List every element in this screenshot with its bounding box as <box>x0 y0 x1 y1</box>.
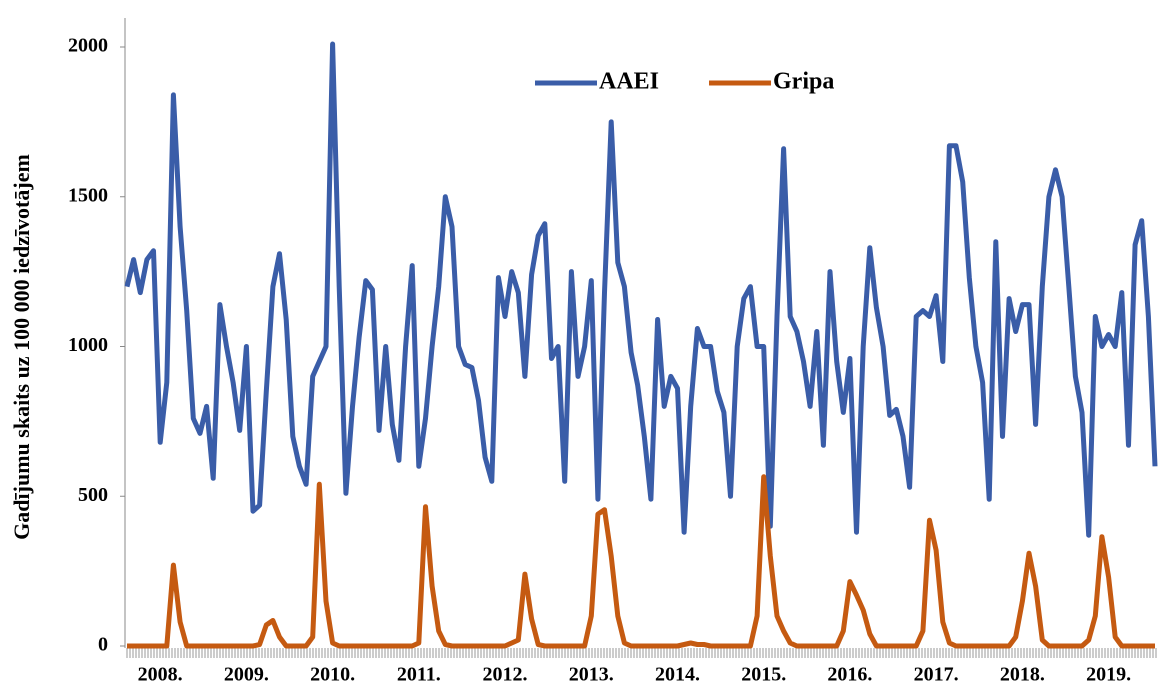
y-tick-label: 1000 <box>68 334 108 356</box>
legend-label: AAEI <box>599 69 659 95</box>
y-tick-label: 2000 <box>68 35 108 57</box>
x-tick-label: 2008. <box>138 664 183 686</box>
x-tick-label: 2010. <box>310 664 355 686</box>
y-tick-label: 500 <box>78 484 108 506</box>
x-tick-label: 2018. <box>1000 664 1045 686</box>
x-tick-label: 2016. <box>827 664 872 686</box>
x-tick-label: 2011. <box>397 664 441 686</box>
x-tick-label: 2014. <box>655 664 700 686</box>
y-axis-label: Gadījumu skaits uz 100 000 iedzīvotājem <box>9 154 34 540</box>
y-tick-label: 1500 <box>68 184 108 206</box>
x-axis-ticks <box>125 648 1158 658</box>
x-tick-label: 2009. <box>224 664 269 686</box>
x-tick-label: 2017. <box>914 664 959 686</box>
series-line <box>124 41 1158 538</box>
legend-label: Gripa <box>773 69 834 95</box>
x-tick-label: 2015. <box>741 664 786 686</box>
x-tick-label: 2012. <box>483 664 528 686</box>
x-tick-label: 2019. <box>1086 664 1131 686</box>
y-tick-label: 0 <box>98 634 108 656</box>
series-line <box>127 474 1155 649</box>
x-tick-label: 2013. <box>569 664 614 686</box>
